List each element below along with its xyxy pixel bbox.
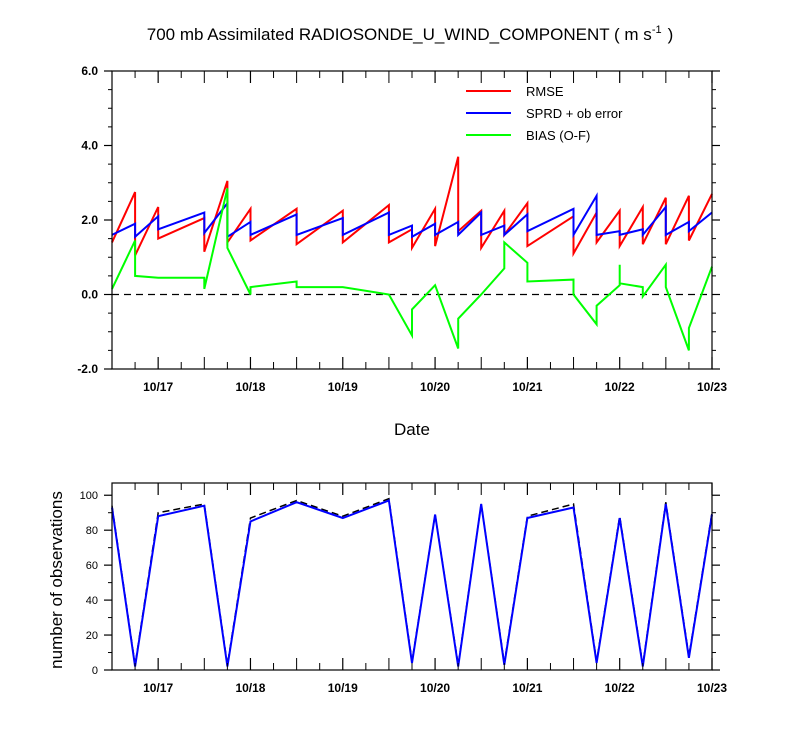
bottom-series-line-0	[111, 497, 713, 665]
bottom-x-tick-label: 10/23	[697, 681, 727, 695]
bottom-frame	[111, 482, 713, 671]
bottom-y-tick-label: 20	[86, 630, 98, 642]
top-x-tick-label: 10/22	[605, 380, 635, 394]
top-y-tick-label: 2.0	[81, 213, 98, 227]
bottom-x-tick-label: 10/22	[605, 681, 635, 695]
bottom-x-tick-label: 10/18	[235, 681, 265, 695]
top-series-line-2	[111, 188, 713, 351]
top-y-tick-label: 4.0	[81, 139, 98, 153]
top-legend-label-2: BIAS (O-F)	[526, 128, 590, 143]
top-chart-title: 700 mb Assimilated RADIOSONDE_U_WIND_COM…	[147, 24, 674, 44]
bottom-y-tick-label: 100	[80, 490, 98, 502]
top-legend-label-1: SPRD + ob error	[526, 106, 623, 121]
top-legend-label-0: RMSE	[526, 84, 564, 99]
top-x-tick-label: 10/20	[420, 380, 450, 394]
bottom-series-line-1	[111, 499, 713, 667]
bottom-x-tick-label: 10/19	[328, 681, 358, 695]
top-y-tick-label: 6.0	[81, 64, 98, 78]
bottom-y-tick-label: 80	[86, 525, 98, 537]
top-x-tick-label: 10/18	[235, 380, 265, 394]
bottom-y-tick-label: 0	[92, 665, 98, 677]
bottom-x-tick-label: 10/20	[420, 681, 450, 695]
top-x-tick-label: 10/19	[328, 380, 358, 394]
bottom-x-tick-label: 10/17	[143, 681, 173, 695]
bottom-x-tick-label: 10/21	[512, 681, 542, 695]
top-series-line-1	[111, 192, 713, 240]
top-y-tick-label: 0.0	[81, 288, 98, 302]
top-x-tick-label: 10/23	[697, 380, 727, 394]
top-y-tick-label: -2.0	[77, 362, 98, 376]
top-x-tick-label: 10/17	[143, 380, 173, 394]
top-x-tick-label: 10/21	[512, 380, 542, 394]
top-series-line-0	[111, 156, 713, 258]
bottom-chart-y-label: number of observations	[47, 491, 66, 669]
bottom-plot: 10/17 10/18 10/19 10/20 10/21 10/22 10/23 0 20 40…	[80, 482, 727, 695]
top-chart-x-label: Date	[394, 420, 430, 439]
top-plot: 10/17 10/18 10/19 10/20 10/21 10/22 10/23 -2.0 0…	[77, 64, 727, 394]
bottom-y-tick-label: 60	[86, 560, 98, 572]
bottom-y-tick-label: 40	[86, 595, 98, 607]
